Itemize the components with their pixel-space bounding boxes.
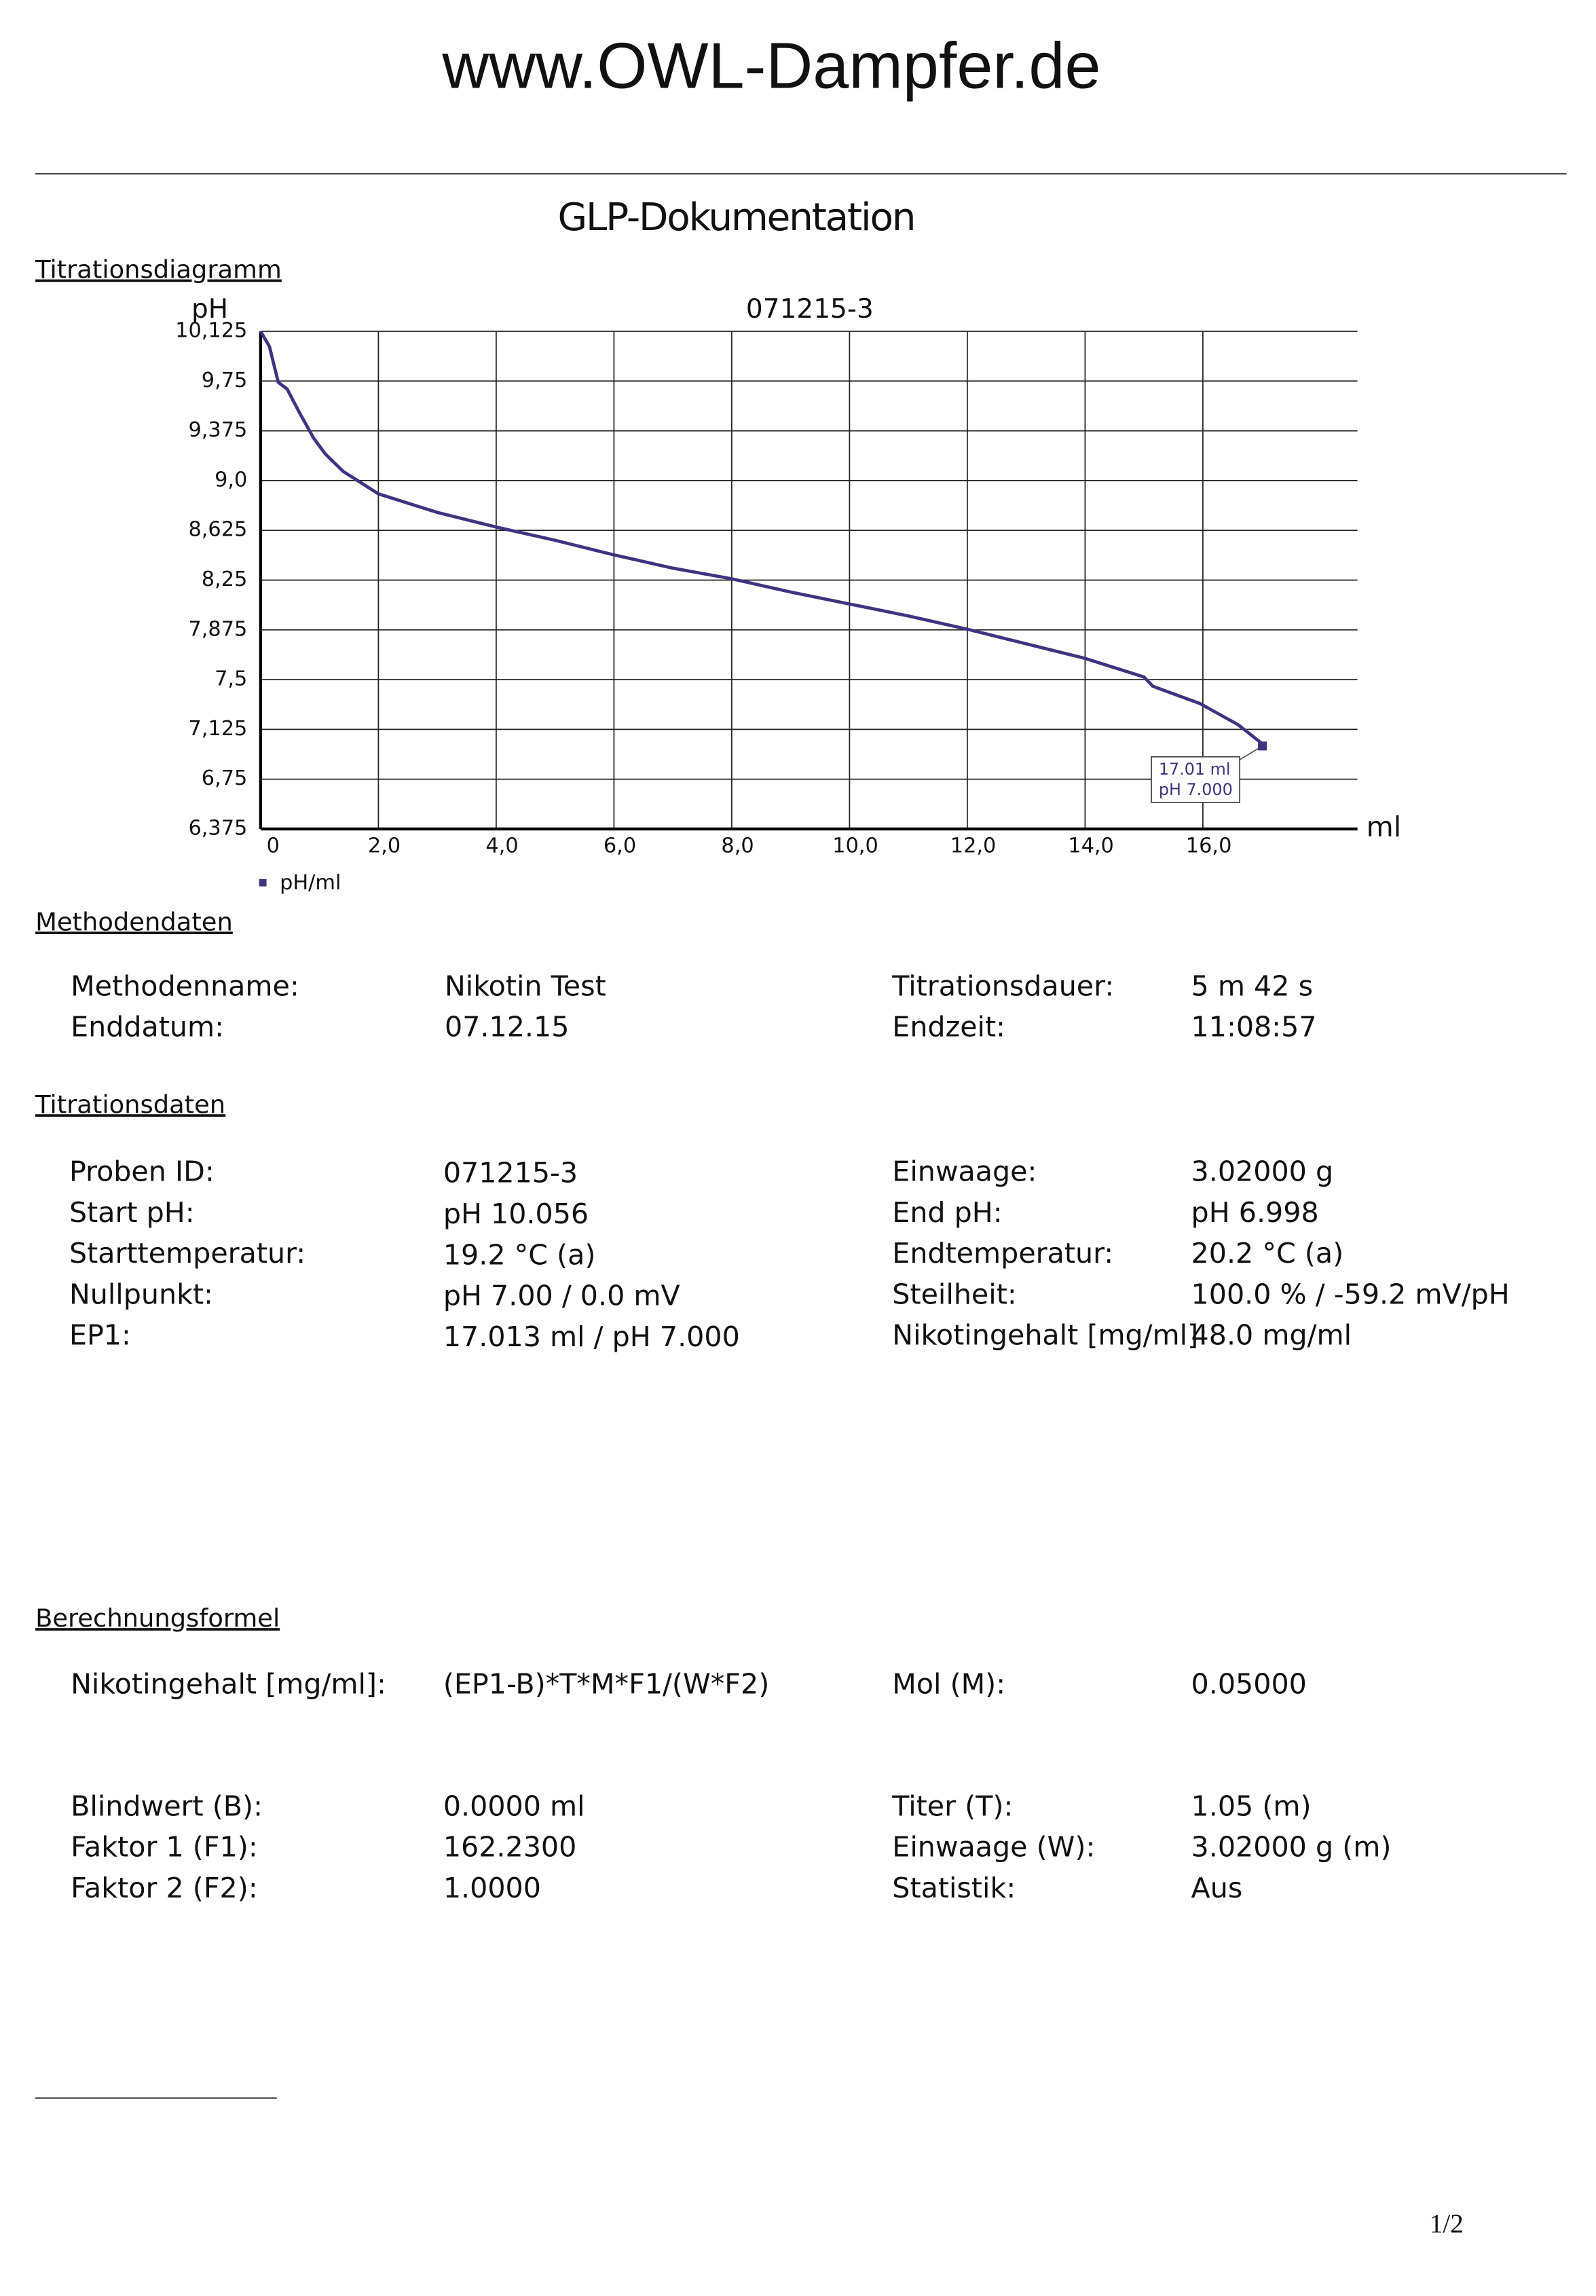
section-heading: Titrationsdaten xyxy=(35,1090,225,1119)
field-value: (EP1-B)*T*M*F1/(W*F2) xyxy=(443,1667,769,1700)
x-tick-label: 8,0 xyxy=(721,834,754,858)
y-tick-label: 7,5 xyxy=(215,667,247,691)
field-label: Mol (M): xyxy=(892,1667,1005,1700)
field-label: Endtemperatur: xyxy=(892,1237,1113,1270)
field-label: Steilheit: xyxy=(892,1278,1016,1310)
field-value: 07.12.15 xyxy=(445,1011,569,1043)
y-tick-label: 7,875 xyxy=(188,617,247,641)
chart-title: 071215-3 xyxy=(746,294,874,325)
x-tick-label: 2,0 xyxy=(368,834,401,858)
x-axis-label: ml xyxy=(1367,811,1402,843)
field-label: Nullpunkt: xyxy=(69,1278,213,1310)
y-tick-label: 10,125 xyxy=(175,318,247,342)
annotation-text: 17.01 ml xyxy=(1159,760,1231,779)
field-label: Einwaage: xyxy=(892,1155,1037,1188)
field-value: 0.0000 ml xyxy=(443,1790,585,1822)
field-label: Starttemperatur: xyxy=(69,1237,305,1270)
x-tick-label: 14,0 xyxy=(1068,834,1114,858)
field-label: EP1: xyxy=(69,1319,131,1352)
field-label: Endzeit: xyxy=(892,1011,1005,1043)
annotation-text: pH 7.000 xyxy=(1159,780,1233,799)
field-value: 17.013 ml / pH 7.000 xyxy=(443,1320,740,1353)
field-label: Nikotingehalt [mg/ml]: xyxy=(892,1319,1208,1352)
legend-swatch xyxy=(259,878,267,887)
field-value: Aus xyxy=(1191,1872,1243,1904)
y-tick-label: 9,75 xyxy=(202,369,248,392)
x-tick-label: 10,0 xyxy=(832,834,878,858)
y-tick-label: 8,625 xyxy=(188,518,247,542)
field-label: Blindwert (B): xyxy=(71,1790,263,1822)
field-value: 162.2300 xyxy=(443,1831,577,1864)
y-tick-label: 6,375 xyxy=(188,817,247,840)
page-number: 1/2 xyxy=(1430,2209,1464,2238)
field-value: 1.05 (m) xyxy=(1191,1790,1312,1822)
field-value: pH 6.998 xyxy=(1191,1196,1319,1229)
field-label: Enddatum: xyxy=(71,1011,224,1043)
field-value: pH 10.056 xyxy=(443,1198,589,1230)
legend-label: pH/ml xyxy=(280,871,341,895)
x-tick-label: 6,0 xyxy=(604,834,636,858)
x-tick-label: 4,0 xyxy=(485,834,518,858)
field-label: Nikotingehalt [mg/ml]: xyxy=(71,1667,386,1700)
field-value: 20.2 °C (a) xyxy=(1191,1237,1344,1270)
annotation-marker xyxy=(1258,741,1267,751)
field-label: Faktor 1 (F1): xyxy=(71,1831,258,1864)
field-label: Einwaage (W): xyxy=(892,1831,1095,1864)
field-label: Proben ID: xyxy=(69,1155,215,1188)
section-heading: Berechnungsformel xyxy=(35,1604,280,1633)
field-label: Statistik: xyxy=(892,1872,1016,1904)
x-tick-label: 12,0 xyxy=(950,834,997,858)
field-value: 19.2 °C (a) xyxy=(443,1238,596,1271)
field-value: pH 7.00 / 0.0 mV xyxy=(443,1280,680,1312)
x-tick-label: 0 xyxy=(267,834,280,858)
field-value: 11:08:57 xyxy=(1191,1011,1317,1043)
field-value: 48.0 mg/ml xyxy=(1191,1319,1352,1352)
y-axis-label: pH xyxy=(191,294,228,325)
field-label: Start pH: xyxy=(69,1196,195,1229)
y-tick-label: 7,125 xyxy=(188,717,247,741)
field-label: End pH: xyxy=(892,1196,1002,1229)
x-tick-label: 16,0 xyxy=(1186,834,1232,858)
field-value: 5 m 42 s xyxy=(1191,969,1313,1002)
y-tick-label: 9,375 xyxy=(188,418,247,442)
section-heading: Methodendaten xyxy=(35,907,233,936)
section-heading: Titrationsdiagramm xyxy=(35,255,282,284)
field-value: 071215-3 xyxy=(443,1157,578,1189)
field-value: Nikotin Test xyxy=(445,969,606,1002)
data-line xyxy=(259,330,1263,745)
annotation-box xyxy=(1151,756,1241,803)
field-label: Methodenname: xyxy=(71,969,299,1002)
field-value: 3.02000 g xyxy=(1191,1155,1334,1188)
field-value: 100.0 % / -59.2 mV/pH xyxy=(1191,1278,1510,1310)
field-label: Titrationsdauer: xyxy=(891,969,1114,1002)
y-tick-label: 9,0 xyxy=(215,468,247,492)
field-value: 0.05000 xyxy=(1191,1667,1307,1700)
field-label: Faktor 2 (F2): xyxy=(71,1872,258,1904)
site-title: www.OWL-Dampfer.de xyxy=(441,30,1100,102)
field-value: 3.02000 g (m) xyxy=(1191,1831,1392,1864)
y-tick-label: 8,25 xyxy=(202,568,248,591)
field-value: 1.0000 xyxy=(443,1872,541,1904)
doc-title: GLP-Dokumentation xyxy=(557,196,914,240)
y-tick-label: 6,75 xyxy=(202,766,248,790)
field-label: Titer (T): xyxy=(891,1790,1013,1822)
